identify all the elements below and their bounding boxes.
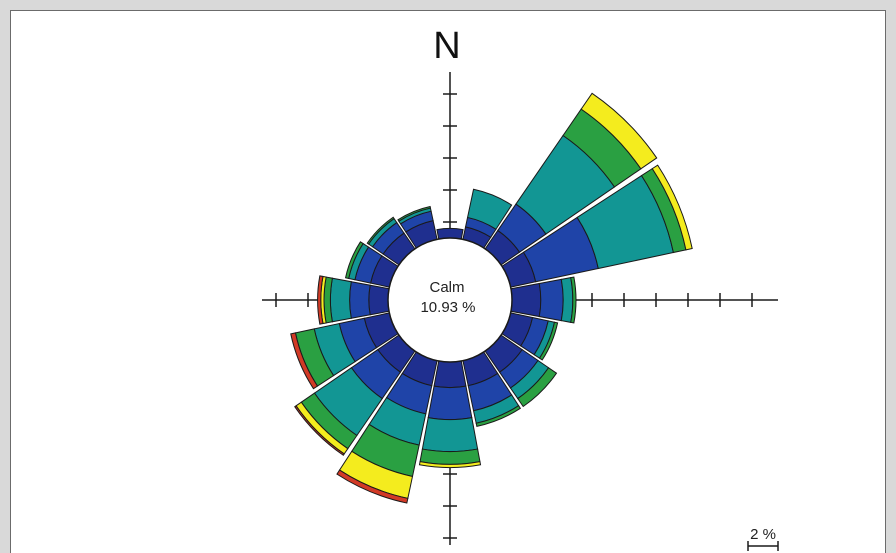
petal-s-band-3 <box>421 417 479 453</box>
calm-label: Calm <box>429 279 464 296</box>
petal-w-band-3 <box>329 277 352 323</box>
petal-s-band-1 <box>433 360 467 389</box>
petal-e-band-2 <box>538 278 564 322</box>
petal-ssw-band-6 <box>336 469 409 504</box>
petal-w-band-2 <box>349 281 371 319</box>
wind-rose-petals <box>290 92 693 504</box>
petal-s-band-5 <box>418 461 482 469</box>
petal-w-band-1 <box>368 284 390 316</box>
petal-nnw-band-4 <box>397 205 432 222</box>
scale-bar <box>747 541 779 551</box>
petal-ne-band-5 <box>580 92 658 170</box>
petal-wnw-band-4 <box>344 241 364 280</box>
petal-ene-band-5 <box>651 164 693 251</box>
scale-label: 2 % <box>750 526 776 543</box>
north-label: N <box>433 25 460 67</box>
petal-e-band-4 <box>570 276 577 324</box>
petal-nw-band-4 <box>366 216 395 245</box>
calm-value: 10.93 % <box>420 299 475 316</box>
petal-s-band-4 <box>419 448 481 465</box>
calm-circle <box>387 237 513 363</box>
petal-wsw-band-6 <box>290 332 319 390</box>
petal-sse-band-4 <box>475 404 522 427</box>
petal-ese-band-4 <box>538 321 559 361</box>
petal-s-band-2 <box>427 385 473 421</box>
petal-sw-band-6 <box>294 405 345 456</box>
petal-e-band-3 <box>560 277 574 323</box>
petal-se-band-4 <box>517 367 558 408</box>
petal-e-band-1 <box>510 282 542 318</box>
petal-nne-band-3 <box>466 188 513 230</box>
petal-w-band-6 <box>317 275 324 325</box>
